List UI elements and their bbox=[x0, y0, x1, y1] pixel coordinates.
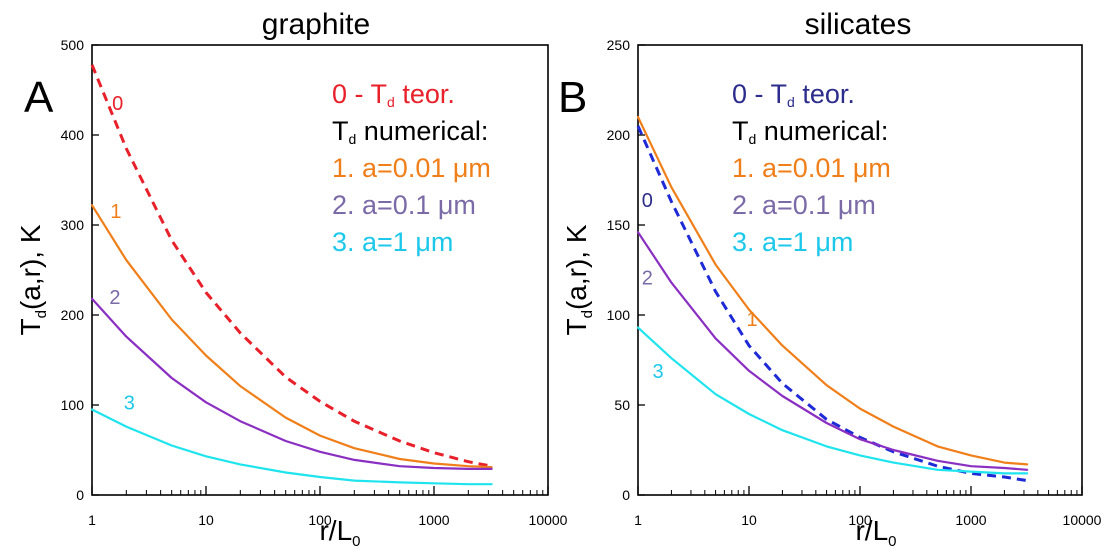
y-tick-label: 400 bbox=[61, 127, 85, 143]
y-axis-label: Td(a,r), K bbox=[561, 224, 596, 335]
y-tick-label: 50 bbox=[614, 397, 630, 413]
legend-entry: 2. a=0.1 μm bbox=[332, 190, 476, 220]
chart-title: graphite bbox=[262, 8, 370, 41]
legend-entry: 2. a=0.1 μm bbox=[732, 190, 876, 220]
y-tick-label: 100 bbox=[61, 397, 85, 413]
series-line-3 bbox=[636, 326, 1029, 475]
series-line-2 bbox=[636, 231, 1029, 471]
legend: 0 - Td teor. Td numerical: 1. a=0.01 μm 2. … bbox=[332, 79, 491, 257]
x-tick-label: 10 bbox=[198, 512, 214, 528]
legend: 0 - Td teor. Td numerical: 1. a=0.01 μm 2. … bbox=[732, 79, 891, 257]
x-tick-label: 10000 bbox=[529, 512, 568, 528]
x-tick-label: 10 bbox=[741, 512, 757, 528]
plot-frame bbox=[91, 44, 549, 496]
y-tick-label: 0 bbox=[76, 487, 84, 503]
x-tick-label: 100 bbox=[308, 512, 332, 528]
legend-entry: Td numerical: bbox=[732, 116, 888, 147]
y-tick-label: 0 bbox=[622, 487, 630, 503]
series-line-0 bbox=[90, 64, 492, 468]
legend-entry: 1. a=0.01 μm bbox=[732, 153, 891, 183]
series-line-2 bbox=[90, 297, 493, 470]
legend-entry: 3. a=1 μm bbox=[732, 227, 853, 257]
chart-title: silicates bbox=[805, 8, 912, 41]
y-tick-label: 250 bbox=[607, 37, 631, 53]
legend-entry: Td numerical: bbox=[332, 116, 488, 147]
curve-label-1: 1 bbox=[747, 309, 758, 331]
x-tick-label: 1000 bbox=[418, 512, 449, 528]
legend-entry: 0 - Td teor. bbox=[332, 79, 455, 110]
curve-label-1: 1 bbox=[110, 201, 121, 223]
y-tick-label: 200 bbox=[61, 307, 85, 323]
x-axis-label: r/L0 bbox=[319, 515, 360, 550]
x-axis-label: r/L0 bbox=[855, 515, 896, 550]
panel-letter: B bbox=[558, 73, 587, 122]
x-tick-label: 1 bbox=[88, 512, 96, 528]
series-line-0 bbox=[636, 125, 1028, 483]
series-line-1 bbox=[90, 204, 493, 469]
series-line-3 bbox=[90, 408, 493, 486]
x-tick-label: 1 bbox=[634, 512, 642, 528]
panel-letter: A bbox=[24, 73, 54, 122]
y-tick-label: 500 bbox=[61, 37, 85, 53]
curve-label-2: 2 bbox=[109, 287, 120, 309]
y-tick-label: 200 bbox=[607, 127, 631, 143]
curve-label-2: 2 bbox=[642, 267, 653, 289]
y-tick-label: 100 bbox=[607, 307, 631, 323]
curve-label-3: 3 bbox=[652, 361, 663, 383]
legend-entry: 0 - Td teor. bbox=[732, 79, 855, 110]
x-tick-label: 1000 bbox=[955, 512, 986, 528]
series-line-1 bbox=[636, 115, 1029, 466]
curve-label-0: 0 bbox=[112, 93, 123, 115]
curve-label-0: 0 bbox=[642, 190, 653, 212]
legend-entry: 3. a=1 μm bbox=[332, 227, 453, 257]
x-tick-label: 10000 bbox=[1063, 512, 1102, 528]
legend-entry: 1. a=0.01 μm bbox=[332, 153, 491, 183]
y-axis-label: Td(a,r), K bbox=[15, 224, 50, 335]
y-tick-label: 300 bbox=[61, 217, 85, 233]
y-tick-label: 150 bbox=[607, 217, 631, 233]
curve-label-3: 3 bbox=[124, 393, 135, 415]
x-tick-label: 100 bbox=[848, 512, 872, 528]
